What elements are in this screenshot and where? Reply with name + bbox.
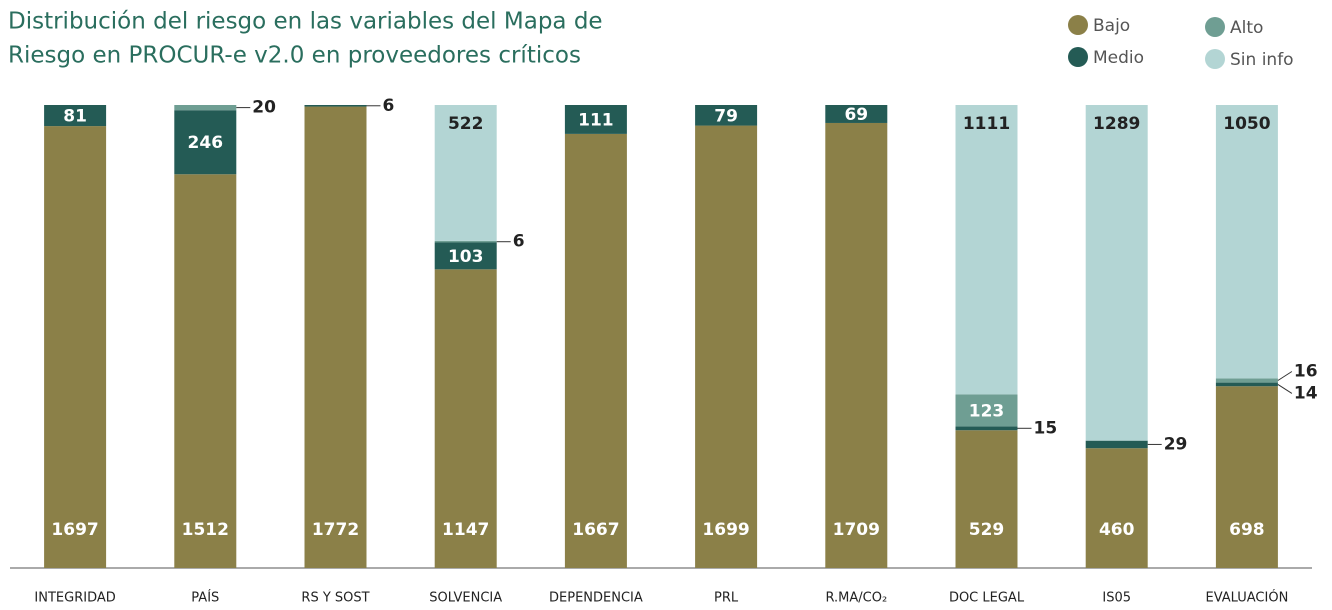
data-label: 522 bbox=[448, 114, 484, 134]
x-tick-label: R.MA/CO₂ bbox=[825, 591, 887, 606]
data-label: 29 bbox=[1164, 434, 1188, 454]
data-label: 103 bbox=[448, 247, 484, 267]
data-label: 16 bbox=[1294, 362, 1318, 382]
data-label: 529 bbox=[969, 520, 1005, 540]
bar-segment bbox=[304, 106, 367, 568]
data-label: 1289 bbox=[1093, 114, 1140, 134]
bar-segment bbox=[695, 125, 758, 568]
leader-line bbox=[1277, 383, 1293, 394]
x-tick-label: INTEGRIDAD bbox=[34, 591, 115, 606]
bar-segment bbox=[434, 105, 497, 241]
bar-segment bbox=[434, 240, 497, 243]
legend-label: Bajo bbox=[1093, 16, 1130, 36]
bar-segment bbox=[955, 426, 1018, 431]
legend-label: Sin info bbox=[1230, 50, 1294, 70]
bar-segment bbox=[1215, 105, 1278, 379]
x-tick-label: IS05 bbox=[1102, 591, 1131, 606]
bar-segment bbox=[564, 133, 627, 568]
x-tick-label: DEPENDENCIA bbox=[549, 591, 643, 606]
data-label: 1772 bbox=[312, 520, 359, 540]
data-label: 460 bbox=[1099, 520, 1135, 540]
x-tick-label: RS Y SOST bbox=[301, 591, 369, 606]
data-label: 1709 bbox=[833, 520, 880, 540]
data-label: 81 bbox=[63, 107, 87, 127]
data-label: 1512 bbox=[182, 520, 229, 540]
bar-segment bbox=[44, 105, 107, 127]
bar-segment bbox=[1215, 386, 1278, 568]
bar-segment bbox=[1085, 440, 1148, 449]
data-label: 1111 bbox=[963, 114, 1010, 134]
legend-label: Alto bbox=[1230, 18, 1263, 38]
data-label: 1697 bbox=[51, 520, 98, 540]
data-label: 246 bbox=[188, 133, 224, 153]
bar-segment bbox=[955, 394, 1018, 427]
bar-segment bbox=[955, 105, 1018, 395]
leader-line bbox=[1277, 371, 1293, 381]
bar-segment bbox=[1215, 378, 1278, 383]
bar-segment bbox=[434, 269, 497, 568]
x-tick-label: SOLVENCIA bbox=[429, 591, 502, 606]
x-tick-label: EVALUACIÓN bbox=[1205, 590, 1288, 606]
legend-swatch bbox=[1068, 15, 1088, 35]
bar-segment bbox=[564, 105, 627, 134]
legend-swatch bbox=[1068, 47, 1088, 67]
data-label: 698 bbox=[1229, 520, 1265, 540]
bar-segment bbox=[825, 122, 888, 568]
bar-segment bbox=[174, 105, 237, 111]
data-label: 1050 bbox=[1223, 114, 1270, 134]
bar-segment bbox=[174, 110, 237, 175]
chart-title: Riesgo en PROCUR-e v2.0 en proveedores c… bbox=[8, 43, 581, 69]
legend-swatch bbox=[1205, 49, 1225, 69]
x-tick-label: DOC LEGAL bbox=[949, 591, 1025, 606]
bar-segment bbox=[44, 126, 107, 568]
bar-segment bbox=[955, 430, 1018, 568]
data-label: 1147 bbox=[442, 520, 489, 540]
legend-swatch bbox=[1205, 17, 1225, 37]
data-label: 20 bbox=[252, 98, 276, 118]
bar-segment bbox=[434, 242, 497, 270]
data-label: 111 bbox=[578, 110, 614, 130]
bar-segment bbox=[304, 105, 367, 107]
bar-segment bbox=[174, 174, 237, 569]
data-label: 6 bbox=[383, 96, 395, 116]
data-label: 123 bbox=[969, 401, 1005, 421]
x-tick-label: PAÍS bbox=[191, 590, 219, 606]
chart-title: Distribución del riesgo en las variables… bbox=[8, 9, 603, 35]
data-label: 14 bbox=[1294, 383, 1318, 403]
bar-segment bbox=[1215, 382, 1278, 387]
data-label: 79 bbox=[714, 106, 738, 126]
data-label: 1667 bbox=[572, 520, 619, 540]
bar-segment bbox=[1085, 105, 1148, 441]
legend-label: Medio bbox=[1093, 48, 1144, 68]
bar-segment bbox=[825, 105, 888, 123]
bar-segment bbox=[695, 105, 758, 126]
data-label: 1699 bbox=[702, 520, 749, 540]
data-label: 15 bbox=[1034, 418, 1058, 438]
bar-segment bbox=[1085, 448, 1148, 568]
data-label: 6 bbox=[513, 232, 525, 252]
x-tick-label: PRL bbox=[714, 591, 739, 606]
data-label: 69 bbox=[844, 105, 868, 125]
